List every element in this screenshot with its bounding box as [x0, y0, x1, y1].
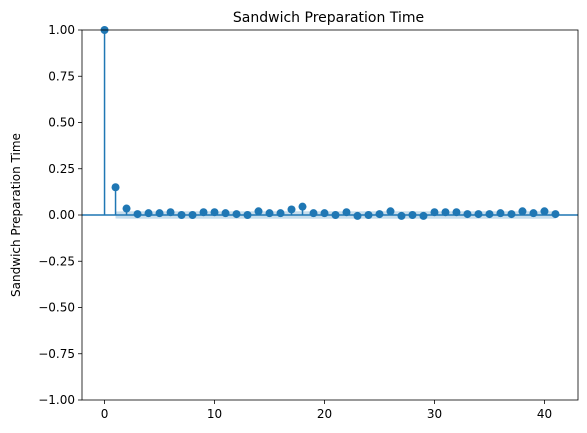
- stem-marker-lag-10: [210, 208, 219, 217]
- stem-marker-lag-36: [496, 209, 505, 218]
- stem-marker-lag-37: [507, 210, 516, 219]
- stem-marker-lag-28: [408, 211, 417, 219]
- stem-marker-lag-34: [474, 210, 483, 219]
- stem-marker-lag-19: [309, 209, 318, 218]
- y-tick-label: 0.50: [48, 116, 75, 130]
- stem-marker-lag-41: [551, 210, 560, 219]
- stem-marker-lag-25: [375, 210, 384, 219]
- x-tick-label: 30: [427, 407, 442, 421]
- stem-marker-lag-22: [342, 208, 351, 217]
- stem-marker-lag-13: [243, 211, 252, 219]
- y-tick-label: 0.75: [48, 69, 75, 83]
- stem-marker-lag-30: [430, 208, 439, 217]
- stem-marker-lag-8: [188, 211, 197, 219]
- stem-marker-lag-1: [111, 183, 120, 192]
- stem-series: [82, 26, 578, 220]
- stem-marker-lag-14: [254, 207, 263, 216]
- y-tick-label: −0.75: [38, 347, 75, 361]
- stem-marker-lag-40: [540, 207, 549, 216]
- stem-marker-lag-39: [529, 209, 538, 218]
- stem-marker-lag-6: [166, 208, 175, 217]
- stem-marker-lag-27: [397, 211, 406, 220]
- stem-marker-lag-20: [320, 209, 329, 218]
- y-tick-label: −0.50: [38, 301, 75, 315]
- stem-marker-lag-3: [133, 210, 142, 219]
- stem-marker-lag-31: [441, 208, 450, 217]
- stem-marker-lag-16: [276, 209, 285, 218]
- stem-marker-lag-29: [419, 211, 428, 220]
- stem-marker-lag-4: [144, 209, 153, 218]
- stem-marker-lag-15: [265, 209, 274, 218]
- stem-marker-lag-5: [155, 209, 164, 218]
- y-axis-label: Sandwich Preparation Time: [9, 133, 23, 297]
- stem-marker-lag-35: [485, 210, 494, 219]
- stem-marker-lag-7: [177, 211, 186, 219]
- x-tick-label: 20: [317, 407, 332, 421]
- chart-title: Sandwich Preparation Time: [233, 10, 424, 26]
- x-tick-label: 40: [537, 407, 552, 421]
- y-tick-label: 1.00: [48, 23, 75, 37]
- stem-marker-lag-17: [287, 205, 296, 214]
- y-tick-label: 0.00: [48, 208, 75, 222]
- stem-marker-lag-26: [386, 207, 395, 216]
- stem-marker-lag-33: [463, 210, 472, 219]
- y-tick-label: −0.25: [38, 254, 75, 268]
- stem-marker-lag-24: [364, 211, 373, 219]
- stem-marker-lag-11: [221, 209, 230, 218]
- stem-marker-lag-38: [518, 207, 527, 216]
- y-tick-label: 0.25: [48, 162, 75, 176]
- stem-marker-lag-21: [331, 211, 340, 219]
- stem-marker-lag-2: [122, 204, 131, 213]
- stem-marker-lag-18: [298, 202, 307, 211]
- stem-marker-lag-12: [232, 210, 241, 219]
- stem-marker-lag-23: [353, 211, 362, 220]
- x-tick-label: 10: [207, 407, 222, 421]
- y-tick-label: −1.00: [38, 393, 75, 407]
- axes: −1.00 −0.75 −0.50 −0.25 0.00 0.25 0.50 0.75 1.00…: [38, 23, 579, 421]
- stem-marker-lag-32: [452, 208, 461, 217]
- x-tick-label: 0: [101, 407, 109, 421]
- stem-marker-lag-9: [199, 208, 208, 217]
